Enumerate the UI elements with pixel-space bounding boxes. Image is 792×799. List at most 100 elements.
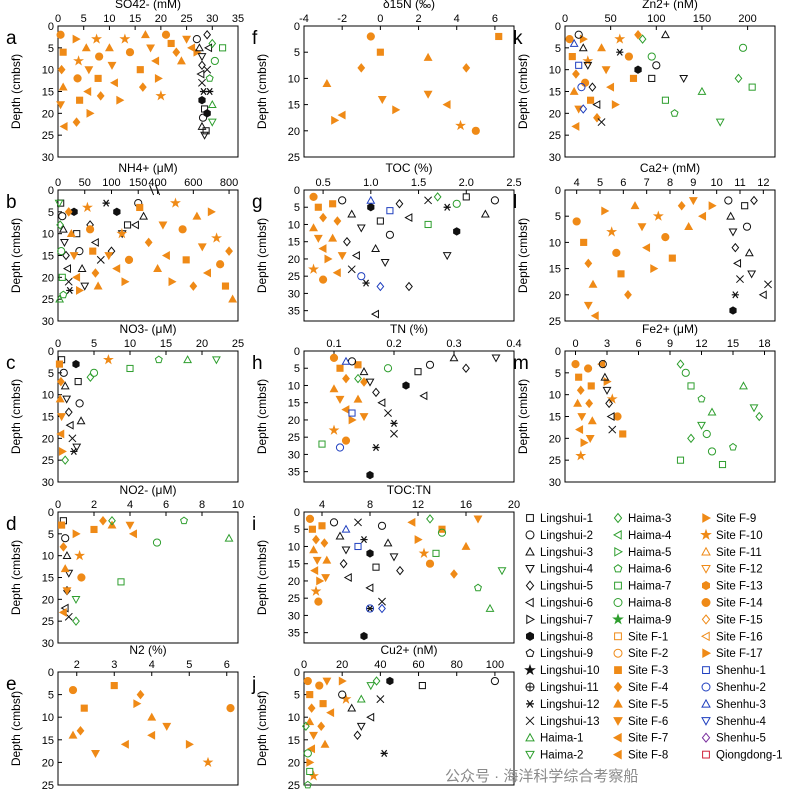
y-tick-label: 20 <box>549 108 561 120</box>
data-point <box>455 119 466 131</box>
x-tick-label: 6 <box>224 659 230 671</box>
data-point <box>571 360 580 369</box>
legend-marker <box>701 717 711 726</box>
legend-marker <box>614 666 622 675</box>
x-tick-label: 150 <box>693 13 711 25</box>
data-point <box>303 749 312 758</box>
data-point <box>729 442 737 451</box>
data-point <box>308 770 319 781</box>
x-tick-label: 80 <box>451 659 463 671</box>
panel-a: a SO42- (mM) Depth (cmbsf) 0 5 10 15 20 25 30 0 5 10… <box>6 0 244 164</box>
y-tick-label: 15 <box>549 264 561 276</box>
data-point <box>367 203 375 212</box>
legend-label: Haima-6 <box>628 564 671 576</box>
data-point <box>372 563 380 571</box>
x-tick-label: 0 <box>562 13 568 25</box>
x-tick-label: 1.5 <box>411 177 426 189</box>
data-point <box>677 200 686 211</box>
data-point <box>309 223 318 232</box>
legend-label: Lingshui-8 <box>540 631 593 643</box>
data-point <box>748 83 756 91</box>
data-point <box>197 53 207 62</box>
x-tick-label: 12 <box>695 338 707 350</box>
data-point <box>318 440 326 448</box>
data-point <box>650 264 659 274</box>
legend-label: Site F-17 <box>716 648 763 660</box>
data-point <box>136 203 144 212</box>
legend-label: Lingshui-6 <box>540 598 593 610</box>
legend-entry: Site F-16 <box>700 631 763 643</box>
legend-label: Haima-5 <box>628 547 671 559</box>
panel-h-xlabel: TN (%) <box>390 322 428 336</box>
y-tick-label: 25 <box>288 432 300 444</box>
data-point <box>648 74 656 82</box>
data-point <box>228 294 238 303</box>
legend-label: Site F-13 <box>716 581 763 593</box>
data-point <box>60 381 70 390</box>
data-point <box>357 272 366 281</box>
data-point <box>151 56 160 66</box>
x-tick-label: 1.0 <box>363 177 378 189</box>
legend-entry: Site F-6 <box>613 716 668 728</box>
data-point <box>76 726 85 736</box>
x-tick-label: 0 <box>377 13 383 25</box>
y-tick-label: 15 <box>42 412 54 424</box>
data-point <box>612 248 621 257</box>
data-point <box>606 412 615 421</box>
x-tick-label: 30 <box>206 13 218 25</box>
data-point <box>136 689 145 700</box>
legend-entry: Site F-10 <box>700 528 763 542</box>
panel-k: k Zn2+ (nM) Depth (cmbsf) 0 5 10 15 20 25 30 0 50 10… <box>513 0 776 164</box>
data-point <box>170 197 181 208</box>
panel-d-label: d <box>6 514 17 535</box>
data-point <box>313 234 323 243</box>
panel-h-label: h <box>252 353 263 374</box>
x-tick-label: 0.5 <box>315 177 330 189</box>
data-point <box>578 43 588 52</box>
data-point <box>718 460 727 469</box>
data-point <box>362 279 370 287</box>
data-point <box>89 368 99 377</box>
y-tick-label: 10 <box>288 380 300 392</box>
legend-marker <box>702 666 710 675</box>
data-point <box>357 63 366 73</box>
data-point <box>303 780 312 789</box>
data-point <box>123 221 132 229</box>
data-point <box>198 96 206 105</box>
data-point <box>81 43 91 52</box>
data-point <box>59 121 68 131</box>
x-tick-label: 16 <box>460 499 472 511</box>
data-point <box>62 587 72 596</box>
panel-f-xlabel: δ15N (‰) <box>383 0 435 11</box>
x-tick-label: 6 <box>635 338 641 350</box>
data-point <box>414 368 422 376</box>
data-point <box>450 569 458 579</box>
x-tick-label: 5 <box>91 338 97 350</box>
y-tick-label: 20 <box>42 272 54 284</box>
data-point <box>376 48 384 56</box>
legend-entry: Site F-5 <box>613 698 668 711</box>
data-point <box>62 250 70 261</box>
data-point <box>119 33 131 44</box>
data-point <box>90 525 98 534</box>
data-point <box>204 43 213 53</box>
data-point <box>576 385 585 396</box>
y-tick-label: 0 <box>294 667 300 679</box>
data-point <box>155 90 167 101</box>
data-point <box>108 515 116 526</box>
legend-marker <box>701 598 711 607</box>
y-tick-label: 5 <box>294 363 300 375</box>
y-tick-label: 30 <box>42 316 54 328</box>
panel-a-ylabel: Depth (cmbsf) <box>9 54 23 129</box>
legend-marker <box>613 564 623 573</box>
panel-a-xlabel: SO42- (mM) <box>115 0 181 11</box>
legend-entry: Shenhu-2 <box>701 682 766 694</box>
data-point <box>312 534 320 545</box>
data-point <box>495 32 503 41</box>
data-point <box>601 206 610 216</box>
panel-g: g TOC (%) Depth (cmbsf) 0 5 10 15 20 25 30 35 0.5 1.… <box>252 161 522 322</box>
x-tick-label: 3 <box>111 659 117 671</box>
data-point <box>376 217 384 225</box>
data-point <box>57 64 66 75</box>
y-tick-label: 30 <box>288 610 300 622</box>
